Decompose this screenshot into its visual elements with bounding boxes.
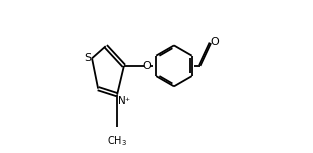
Text: $^+$: $^+$ [123,96,131,105]
Text: O: O [142,61,151,71]
Text: O: O [210,37,219,47]
Text: N: N [118,96,126,106]
Text: CH$_3$: CH$_3$ [107,134,127,148]
Text: S: S [85,52,92,63]
